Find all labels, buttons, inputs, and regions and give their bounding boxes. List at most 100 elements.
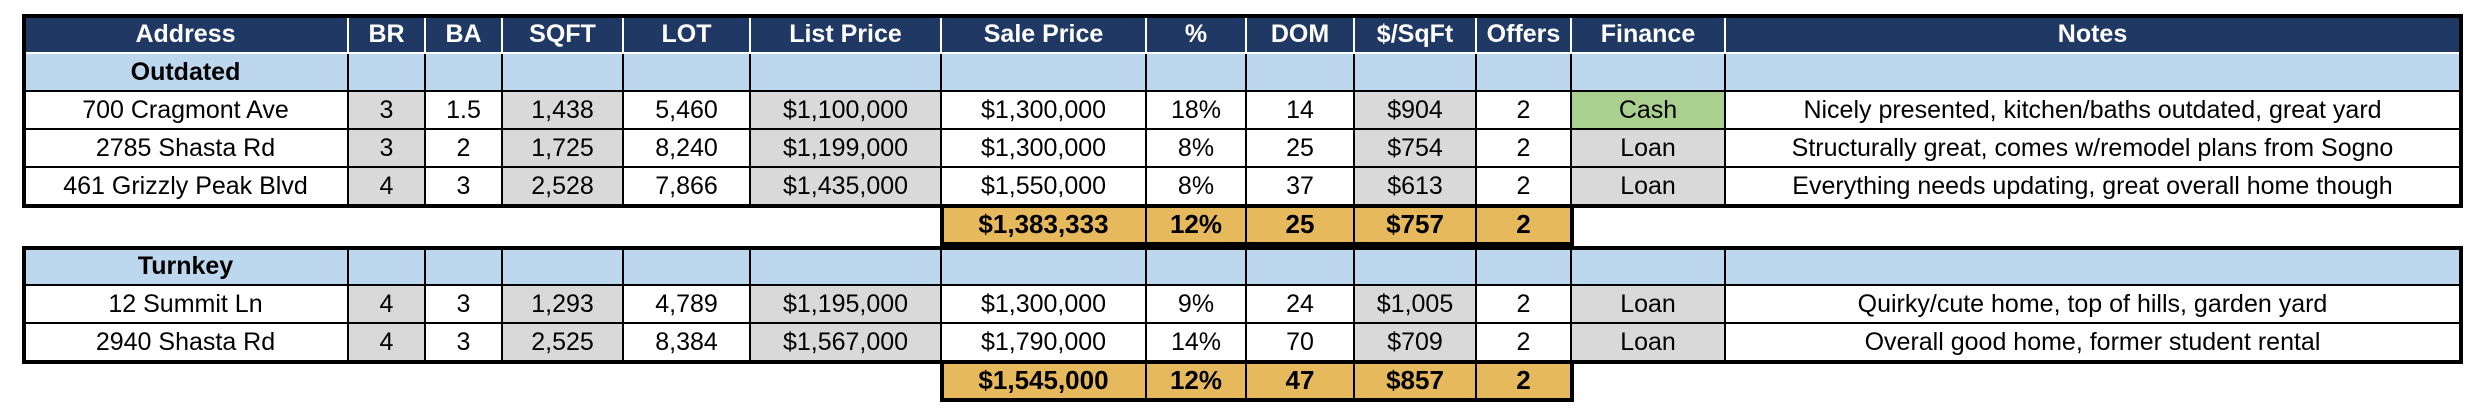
data-cell: 12 Summit Ln — [24, 286, 349, 324]
group-cell — [942, 54, 1147, 92]
group-cell — [751, 248, 942, 286]
group-cell — [624, 248, 751, 286]
data-cell: 14 — [1247, 92, 1355, 130]
group-cell — [1477, 248, 1572, 286]
data-cell: $1,567,000 — [751, 324, 942, 362]
data-cell: Loan — [1572, 168, 1726, 206]
data-cell: 2 — [1477, 324, 1572, 362]
data-cell: $613 — [1355, 168, 1477, 206]
data-cell: $754 — [1355, 130, 1477, 168]
data-cell: Structurally great, comes w/remodel plan… — [1726, 130, 2461, 168]
column-header: BR — [349, 16, 426, 54]
group-label: Outdated — [24, 54, 349, 92]
group-cell — [1147, 54, 1247, 92]
data-cell: 9% — [1147, 286, 1247, 324]
column-header: DOM — [1247, 16, 1355, 54]
data-cell: $1,100,000 — [751, 92, 942, 130]
column-header: $/SqFt — [1355, 16, 1477, 54]
data-cell: $1,199,000 — [751, 130, 942, 168]
data-cell: Loan — [1572, 130, 1726, 168]
group-cell — [349, 248, 426, 286]
data-cell: Nicely presented, kitchen/baths outdated… — [1726, 92, 2461, 130]
data-cell: Cash — [1572, 92, 1726, 130]
data-cell: $1,550,000 — [942, 168, 1147, 206]
group-cell — [349, 54, 426, 92]
data-cell: $1,005 — [1355, 286, 1477, 324]
group-cell — [426, 54, 503, 92]
data-cell: 3 — [349, 130, 426, 168]
group-cell — [1477, 54, 1572, 92]
summary-cell: $1,383,333 — [942, 206, 1147, 244]
data-cell: 14% — [1147, 324, 1247, 362]
data-cell: $1,300,000 — [942, 130, 1147, 168]
summary-cell: 12% — [1147, 362, 1247, 400]
data-cell: 4 — [349, 286, 426, 324]
data-cell: 5,460 — [624, 92, 751, 130]
data-cell: 37 — [1247, 168, 1355, 206]
data-cell: Overall good home, former student rental — [1726, 324, 2461, 362]
data-cell: 2 — [1477, 168, 1572, 206]
data-cell: 2940 Shasta Rd — [24, 324, 349, 362]
column-header: LOT — [624, 16, 751, 54]
summary-cell: 12% — [1147, 206, 1247, 244]
summary-cell: 2 — [1477, 206, 1572, 244]
column-header: SQFT — [503, 16, 624, 54]
data-cell: 8% — [1147, 168, 1247, 206]
summary-cell: 47 — [1247, 362, 1355, 400]
column-header: Offers — [1477, 16, 1572, 54]
data-cell: 3 — [426, 286, 503, 324]
column-header: Notes — [1726, 16, 2461, 54]
group-cell — [1726, 248, 2461, 286]
group-cell — [751, 54, 942, 92]
data-cell: 70 — [1247, 324, 1355, 362]
data-cell: 8% — [1147, 130, 1247, 168]
data-cell: 24 — [1247, 286, 1355, 324]
data-cell: 3 — [426, 324, 503, 362]
data-cell: $1,300,000 — [942, 92, 1147, 130]
data-cell: Loan — [1572, 324, 1726, 362]
summary-cell: $757 — [1355, 206, 1477, 244]
data-cell: 1,438 — [503, 92, 624, 130]
column-header: % — [1147, 16, 1247, 54]
group-cell — [503, 248, 624, 286]
group-cell — [1355, 54, 1477, 92]
data-cell: 3 — [426, 168, 503, 206]
data-cell: $1,435,000 — [751, 168, 942, 206]
data-cell: $1,195,000 — [751, 286, 942, 324]
data-cell: 1,725 — [503, 130, 624, 168]
data-cell: Quirky/cute home, top of hills, garden y… — [1726, 286, 2461, 324]
group-cell — [1355, 248, 1477, 286]
group-cell — [1247, 248, 1355, 286]
data-cell: 8,384 — [624, 324, 751, 362]
column-header: Sale Price — [942, 16, 1147, 54]
data-cell: 3 — [349, 92, 426, 130]
data-cell: 2,525 — [503, 324, 624, 362]
group-cell — [503, 54, 624, 92]
data-cell: 7,866 — [624, 168, 751, 206]
data-cell: 2 — [1477, 92, 1572, 130]
data-cell: 4 — [349, 324, 426, 362]
data-cell: 1.5 — [426, 92, 503, 130]
data-cell: 25 — [1247, 130, 1355, 168]
column-header: List Price — [751, 16, 942, 54]
data-cell: 4 — [349, 168, 426, 206]
data-cell: 18% — [1147, 92, 1247, 130]
data-cell: 8,240 — [624, 130, 751, 168]
data-cell: Everything needs updating, great overall… — [1726, 168, 2461, 206]
data-cell: 700 Cragmont Ave — [24, 92, 349, 130]
data-cell: Loan — [1572, 286, 1726, 324]
data-cell: 2785 Shasta Rd — [24, 130, 349, 168]
data-cell: 2 — [426, 130, 503, 168]
data-cell: 1,293 — [503, 286, 624, 324]
data-cell: $904 — [1355, 92, 1477, 130]
group-cell — [1572, 54, 1726, 92]
summary-cell: $1,545,000 — [942, 362, 1147, 400]
group-cell — [942, 248, 1147, 286]
group-cell — [1147, 248, 1247, 286]
summary-cell: 25 — [1247, 206, 1355, 244]
data-cell: 2 — [1477, 130, 1572, 168]
summary-cell: 2 — [1477, 362, 1572, 400]
group-cell — [1572, 248, 1726, 286]
group-cell — [1247, 54, 1355, 92]
